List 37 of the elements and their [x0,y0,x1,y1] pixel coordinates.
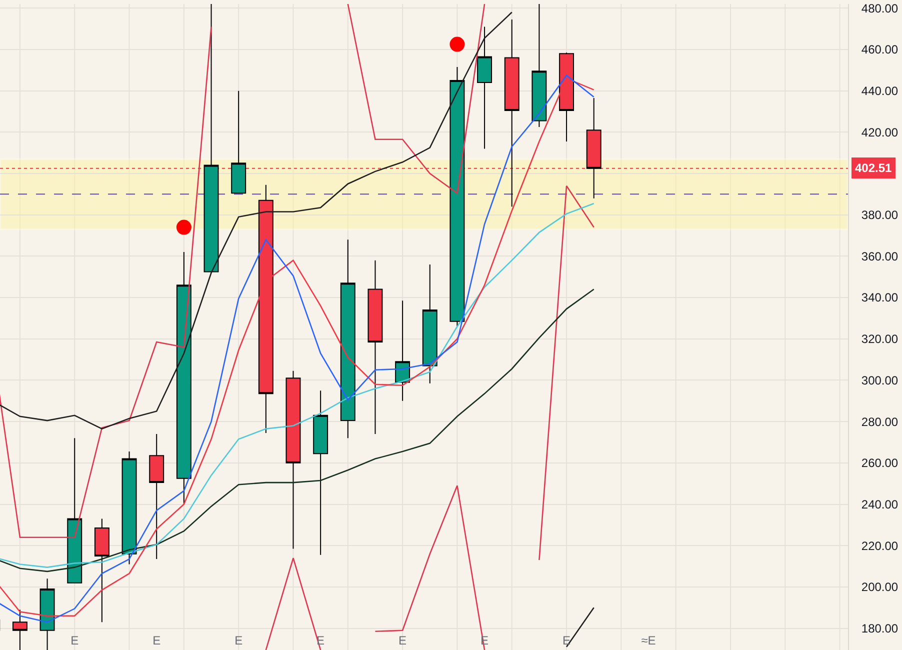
x-tick-label: E [70,634,79,648]
candlestick [477,26,492,150]
y-tick-label: 260.00 [861,456,898,470]
x-tick-label: E [562,634,571,648]
candlestick [368,260,383,434]
y-tick-label: 480.00 [861,1,898,16]
y-tick-label: 220.00 [861,538,898,553]
y-tick-label: 440.00 [861,84,898,98]
y-tick-label: 460.00 [861,42,898,57]
y-tick-label: 300.00 [861,373,898,388]
ref-line-label: 402.51 [855,161,892,175]
candlestick [204,4,219,272]
y-tick-label: 360.00 [861,249,898,264]
candlestick [258,184,274,434]
candlestick [313,390,328,556]
candlestick [286,370,301,550]
y-tick-label: 240.00 [861,497,898,512]
x-tick-label: ≈E [641,634,656,648]
candlestick [122,451,137,565]
candlestick [532,4,547,128]
y-tick-label: 200.00 [861,580,898,594]
y-tick-label: 280.00 [861,414,898,429]
candlestick [340,239,356,439]
candlestick [395,300,410,402]
x-tick-label: E [398,634,407,648]
y-tick-label: 340.00 [861,290,898,305]
y-tick-label: 180.00 [861,621,898,636]
candlestick [67,438,82,584]
x-tick-label: E [234,634,243,648]
candlestick [40,578,55,650]
candlestick [422,264,438,384]
candlestick [149,433,164,560]
candlestick [231,90,246,194]
x-tick-label: E [152,634,161,648]
y-tick-label: 420.00 [861,125,898,140]
y-tick-label: 380.00 [861,208,898,222]
y-tick-label: 320.00 [861,332,898,346]
